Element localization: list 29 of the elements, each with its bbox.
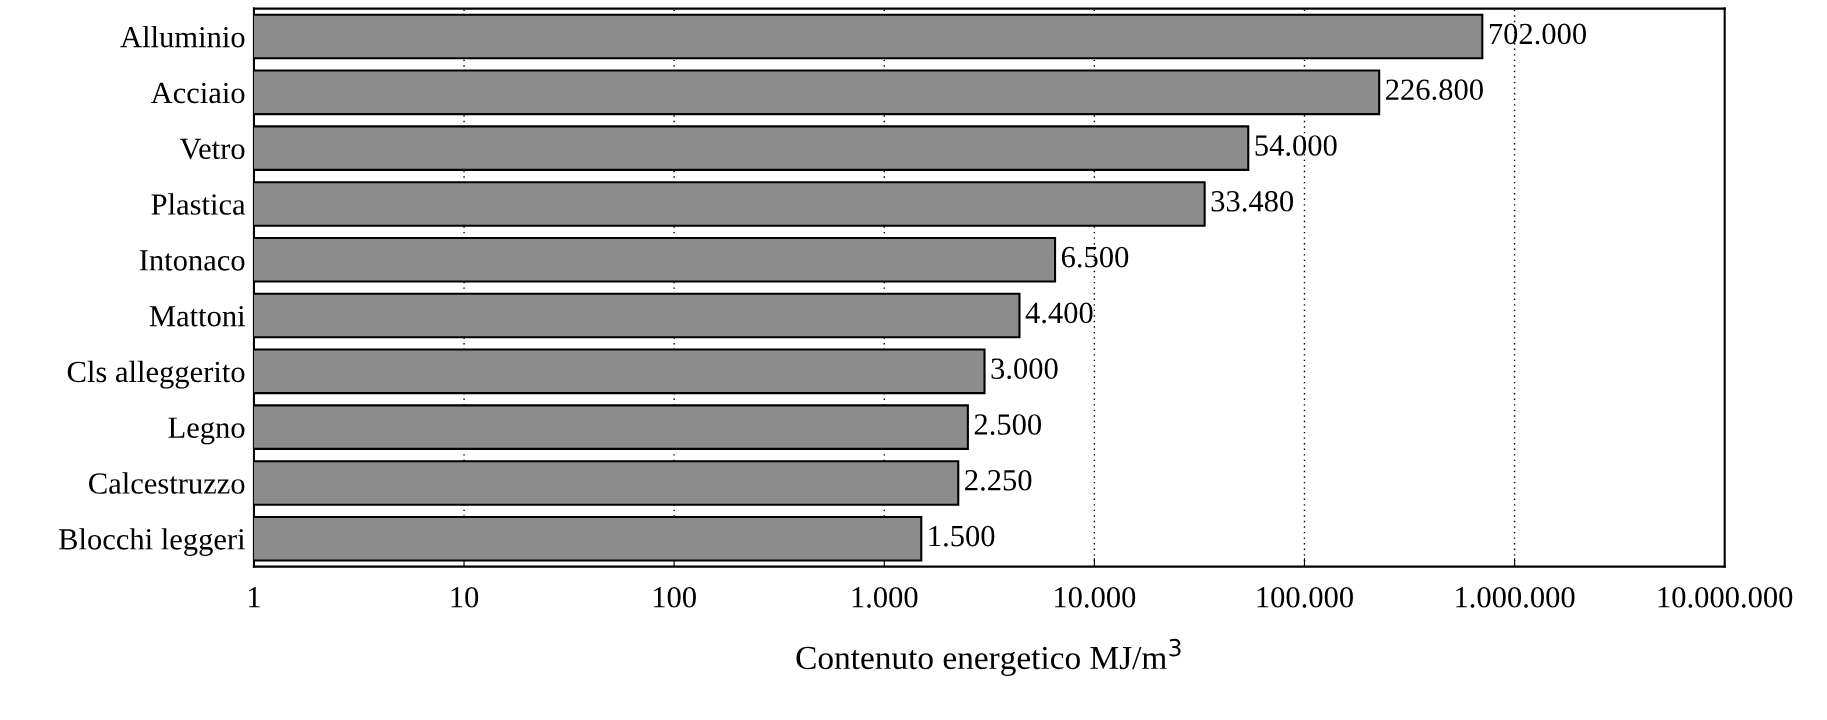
data-label: 2.250 <box>965 469 1032 491</box>
x-tick-label: 10 <box>451 586 479 608</box>
y-tick-label: Cls alleggerito <box>67 360 245 389</box>
data-label: 1.500 <box>929 525 995 547</box>
y-tick-label: Mattoni <box>149 305 246 327</box>
x-tick-label: 10.000.000 <box>1658 586 1793 608</box>
x-tick-label: 1.000.000 <box>1456 586 1575 608</box>
x-axis-title: Contenuto energetico MJ/m$^{3}$ <box>796 638 1181 677</box>
x-tick-label: 1 <box>249 587 260 608</box>
data-label: 3.000 <box>991 358 1058 380</box>
data-label: 4.400 <box>1025 302 1093 324</box>
data-label: 6.500 <box>1061 246 1129 268</box>
data-label: 54.000 <box>1255 135 1337 156</box>
y-tick-label: Blocchi leggeri <box>58 528 246 556</box>
data-label: 702.000 <box>1489 23 1586 45</box>
data-label: 2.500 <box>974 414 1042 435</box>
y-tick-label: Calcestruzzo <box>89 472 245 494</box>
y-tick-label: Legno <box>168 417 245 445</box>
x-tick-label: 10.000 <box>1055 586 1136 608</box>
y-tick-label: Plastica <box>151 193 246 215</box>
y-tick-label: Vetro <box>179 138 245 160</box>
y-tick-label: Alluminio <box>120 25 245 48</box>
data-label: 33.480 <box>1211 190 1294 212</box>
y-tick-label: Intonaco <box>139 250 245 271</box>
y-tick-label: Acciaio <box>150 82 245 104</box>
x-tick-label: 100.000 <box>1257 586 1353 608</box>
x-tick-label: 1.000 <box>852 586 918 608</box>
data-label: 226.800 <box>1386 79 1483 101</box>
x-tick-label: 100 <box>653 586 696 608</box>
